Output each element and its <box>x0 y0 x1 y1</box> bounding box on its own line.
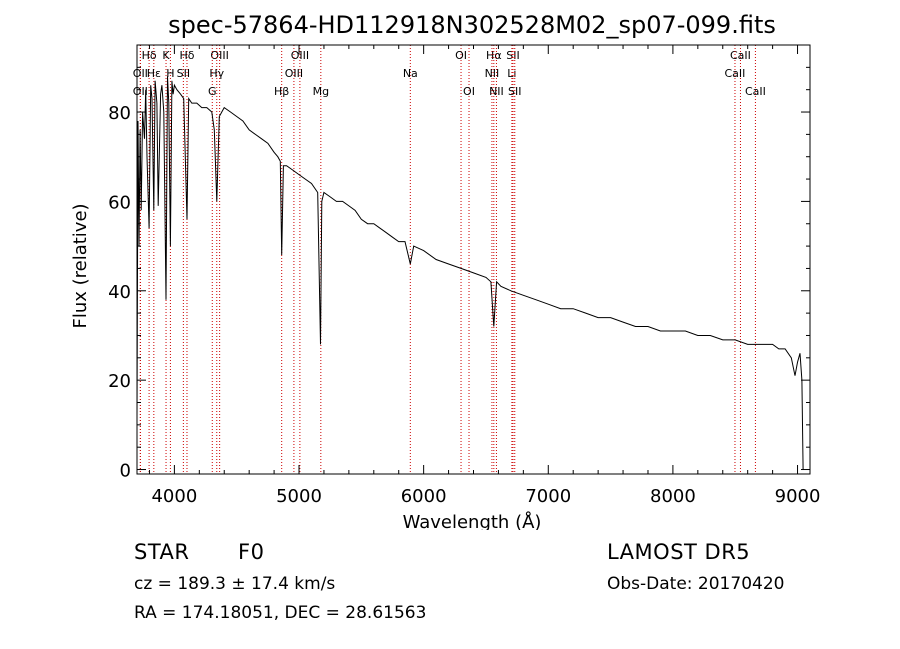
line-marker-label: Hβ <box>274 85 289 98</box>
y-tick-label: 20 <box>108 371 131 392</box>
line-marker-label: H <box>166 67 174 80</box>
line-marker-label: SII <box>506 49 519 62</box>
observation-date: Obs-Date: 20170420 <box>607 574 785 594</box>
line-marker-label: Mg <box>313 85 329 98</box>
line-marker-label: OII <box>133 67 148 80</box>
line-marker-label: Hα <box>486 49 502 62</box>
plot-frame <box>136 44 811 475</box>
y-tick-label: 0 <box>120 461 131 482</box>
x-tick-label: 6000 <box>401 486 447 507</box>
chart-title: spec-57864-HD112918N302528M02_sp07-099.f… <box>168 11 776 39</box>
line-marker-label: OIII <box>210 49 228 62</box>
line-marker-label: Na <box>403 67 418 80</box>
line-marker-label: SII <box>177 67 190 80</box>
line-marker-label: G <box>208 85 217 98</box>
line-marker-label: Li <box>507 67 516 80</box>
line-marker-label: NII <box>489 85 504 98</box>
survey-name: LAMOST DR5 <box>607 540 751 564</box>
x-tick-label: 7000 <box>525 486 571 507</box>
x-tick-label: 8000 <box>650 486 696 507</box>
x-tick-label: 9000 <box>775 486 821 507</box>
spectrum-series <box>136 76 804 470</box>
coordinates: RA = 174.18051, DEC = 28.61563 <box>134 603 427 623</box>
y-tick-label: 80 <box>108 103 131 124</box>
line-marker-label: CaII <box>745 85 766 98</box>
y-tick-label: 40 <box>108 282 131 303</box>
line-marker-label: Hε <box>147 67 161 80</box>
x-tick-label: 4000 <box>151 486 197 507</box>
line-marker-label: CaII <box>725 67 746 80</box>
spectrum-line <box>136 76 804 470</box>
redshift-velocity: cz = 189.3 ± 17.4 km/s <box>134 574 336 594</box>
line-marker-label: OI <box>455 49 467 62</box>
object-class: STAR <box>134 540 190 564</box>
line-marker-label: CaII <box>730 49 751 62</box>
line-marker-label: OIII <box>285 67 303 80</box>
spectral-type: F0 <box>238 540 265 564</box>
y-axis-ticks: 0 20 40 60 80 <box>108 66 810 482</box>
line-marker-label: OI <box>463 85 475 98</box>
line-marker-label: Hδ <box>142 49 157 62</box>
x-axis-ticks: 4000 5000 6000 7000 8000 9000 <box>148 45 821 507</box>
line-marker-label: Hδ <box>179 49 194 62</box>
line-marker-label: NII <box>485 67 500 80</box>
x-axis-label: Wavelength (Å) <box>403 511 542 530</box>
line-marker-label: K <box>162 49 170 62</box>
line-marker-label: OIII <box>291 49 309 62</box>
spectrum-chart: spec-57864-HD112918N302528M02_sp07-099.f… <box>70 11 821 530</box>
line-marker-label: Hγ <box>209 67 224 80</box>
x-tick-label: 5000 <box>276 486 322 507</box>
line-marker-label: SII <box>508 85 521 98</box>
y-tick-label: 60 <box>108 192 131 213</box>
y-axis-label: Flux (relative) <box>70 203 91 328</box>
